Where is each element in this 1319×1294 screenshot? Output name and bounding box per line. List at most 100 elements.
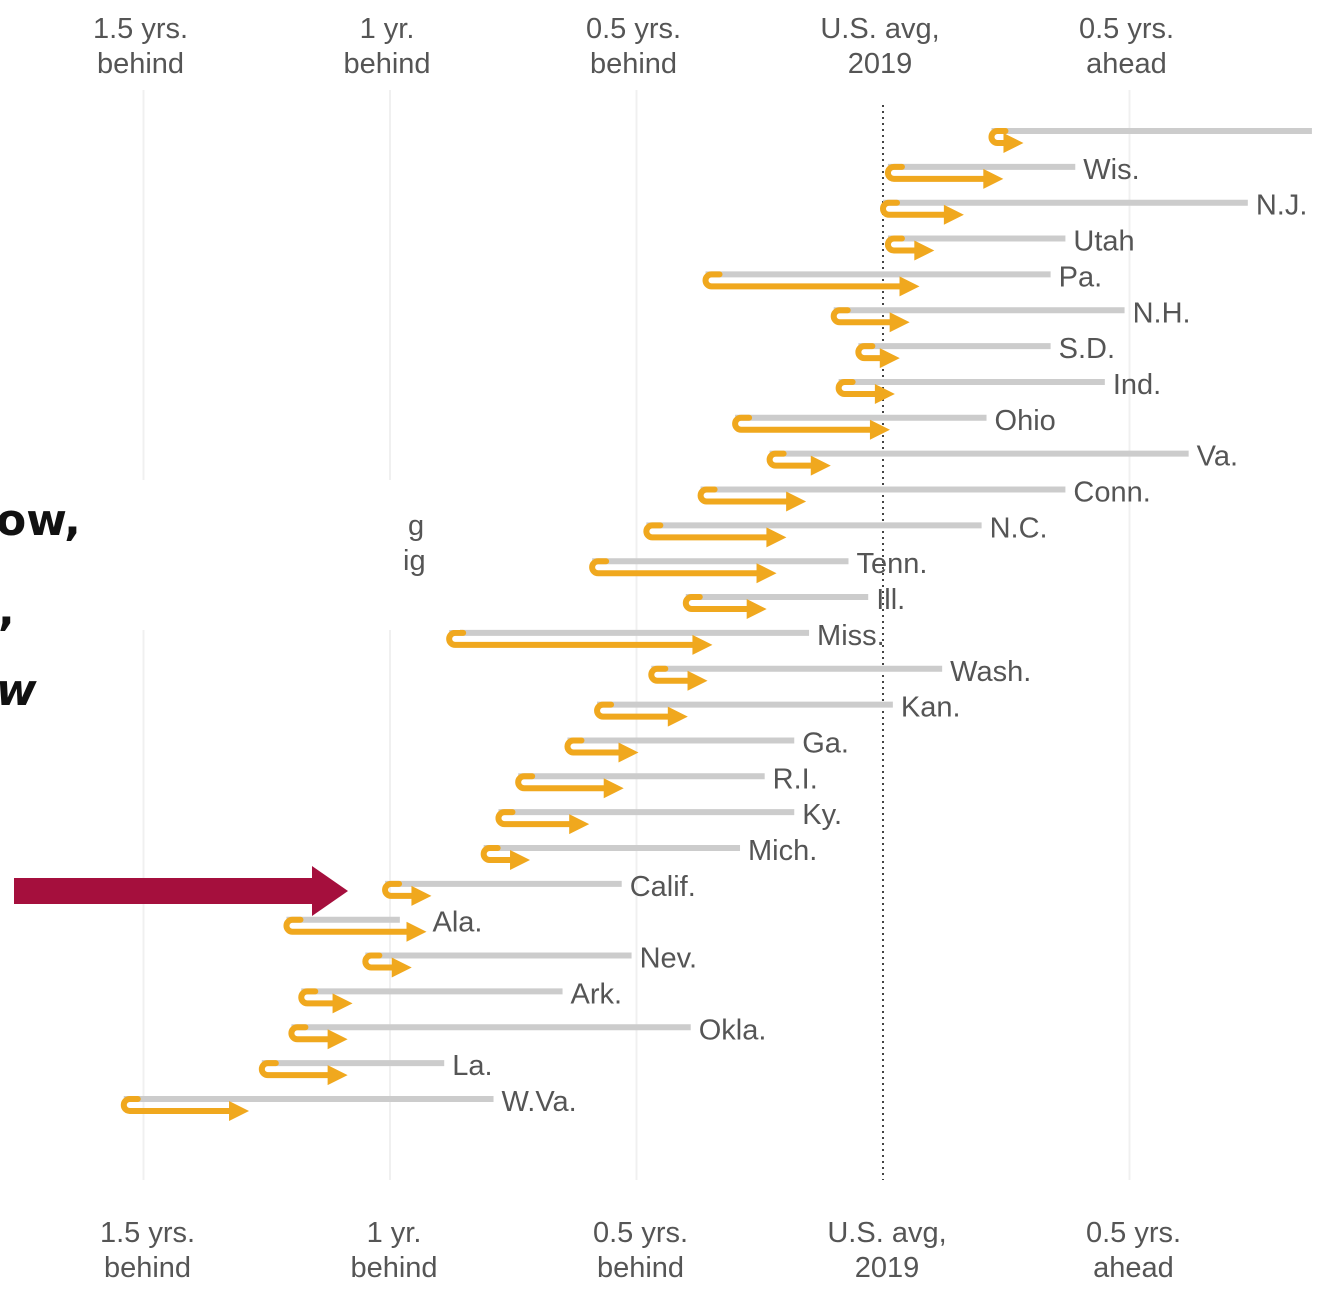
top-tick-label-3-line-1: 2019 (848, 48, 913, 80)
state-row-kan: Kan. (594, 692, 961, 727)
bottom-tick-label-0-line-0: 1.5 yrs. (100, 1217, 195, 1249)
shift-arrow-head (667, 706, 688, 727)
shift-arrow-head (618, 742, 639, 763)
shift-arrow-head (983, 168, 1004, 189)
bottom-tick-label-3-line-1: 2019 (855, 1252, 920, 1284)
state-row-pa: Pa. (702, 261, 1103, 297)
state-label: Ark. (571, 978, 623, 1010)
shift-arrow (589, 558, 764, 577)
shift-arrow-head (327, 1065, 348, 1086)
shift-arrow (594, 701, 675, 720)
top-tick-label-0-line-1: behind (97, 48, 184, 80)
bottom-tick-label-0-line-1: behind (104, 1252, 191, 1284)
top-tick-label-2-line-1: behind (590, 48, 677, 80)
shift-arrow (880, 199, 951, 218)
shift-arrow (682, 594, 754, 613)
shift-arrow-head (1003, 133, 1024, 153)
state-label: Va. (1197, 441, 1238, 473)
state-label: S.D. (1059, 333, 1115, 365)
state-row-nev: Nev. (362, 943, 697, 978)
overlay-text-line-2: , (0, 585, 15, 636)
shift-arrow (283, 916, 414, 935)
shift-arrow-head (869, 419, 890, 440)
shift-arrow (288, 1024, 335, 1043)
shift-arrow-head (411, 885, 432, 906)
overlay-fragment-2: ig (403, 545, 426, 577)
state-label: Okla. (699, 1014, 767, 1046)
shift-arrow-head (943, 204, 964, 225)
shift-arrow-head (810, 455, 831, 476)
shift-arrow-head (603, 778, 624, 799)
shift-arrow (120, 1095, 237, 1114)
state-label: Ohio (995, 405, 1056, 437)
state-label: La. (452, 1050, 492, 1082)
shift-arrow (702, 271, 907, 290)
overlay-annotations: ow, , w g ig (0, 480, 460, 916)
shift-arrow-head (391, 957, 412, 978)
state-row-ky: Ky. (495, 799, 842, 835)
shift-arrow-head (874, 383, 895, 404)
shift-arrow (298, 988, 340, 1007)
state-row-va: Va. (766, 441, 1238, 476)
shift-arrow-head (914, 240, 935, 261)
state-label: N.H. (1133, 297, 1191, 329)
pointer-shaft (14, 878, 314, 904)
state-row-ala: Ala. (283, 907, 482, 942)
shift-arrow (835, 378, 882, 397)
bottom-tick-label-3-line-0: U.S. avg, (827, 1217, 946, 1249)
shift-arrow (362, 952, 399, 971)
shift-arrow-head (766, 527, 787, 548)
shift-arrow-head (229, 1100, 250, 1121)
shift-arrow (855, 343, 887, 362)
state-label: Calif. (630, 871, 696, 903)
state-row-conn: Conn. (697, 477, 1151, 512)
state-row-wash: Wash. (648, 656, 1031, 691)
state-row-miss: Miss. (446, 620, 885, 655)
shift-arrow-head (569, 814, 590, 835)
overlay-mask (0, 480, 460, 630)
state-row-wis: Wis. (884, 154, 1140, 189)
state-label: Wis. (1083, 154, 1139, 186)
shift-arrow-head (687, 670, 708, 691)
state-label: Nev. (640, 943, 697, 975)
shift-arrow-head (746, 599, 767, 620)
top-tick-label-4-line-0: 0.5 yrs. (1079, 13, 1174, 45)
top-tick-label-1-line-0: 1 yr. (360, 13, 415, 45)
top-tick-label-3-line-0: U.S. avg, (820, 13, 939, 45)
shift-arrow-head (406, 921, 427, 942)
state-label: Ind. (1113, 369, 1161, 401)
state-row-ga: Ga. (564, 727, 849, 763)
top-tick-label-4-line-1: ahead (1086, 48, 1167, 80)
state-row-nj: N.J. (880, 190, 1308, 225)
shift-arrow-head (889, 312, 910, 333)
state-label: N.J. (1256, 190, 1308, 222)
shift-arrow (258, 1060, 335, 1079)
shift-arrow (884, 235, 922, 254)
state-row-utah: Utah (884, 226, 1135, 261)
state-row-calif: Calif. (382, 871, 696, 906)
state-label: R.I. (773, 763, 818, 795)
state-row-wva: W.Va. (120, 1086, 577, 1121)
state-label: Ga. (802, 727, 849, 759)
overlay-text-line-1: ow, (0, 495, 81, 546)
state-row-ri: R.I. (515, 763, 818, 799)
shift-arrow (830, 307, 897, 326)
state-label: Pa. (1059, 261, 1103, 293)
state-row-la: La. (258, 1050, 493, 1086)
state-row-tenn: Tenn. (589, 548, 927, 584)
state-row-ark: Ark. (298, 978, 623, 1014)
shift-arrow (382, 880, 419, 899)
shift-arrow (884, 163, 991, 182)
state-label: Ky. (802, 799, 842, 831)
bottom-tick-label-1-line-0: 1 yr. (367, 1217, 422, 1249)
top-tick-label-2-line-0: 0.5 yrs. (586, 13, 681, 45)
shift-arrow (988, 128, 1011, 146)
top-tick-label-1-line-1: behind (343, 48, 430, 80)
pointer-arrow (14, 866, 348, 916)
overlay-fragment-1: g (408, 510, 424, 542)
